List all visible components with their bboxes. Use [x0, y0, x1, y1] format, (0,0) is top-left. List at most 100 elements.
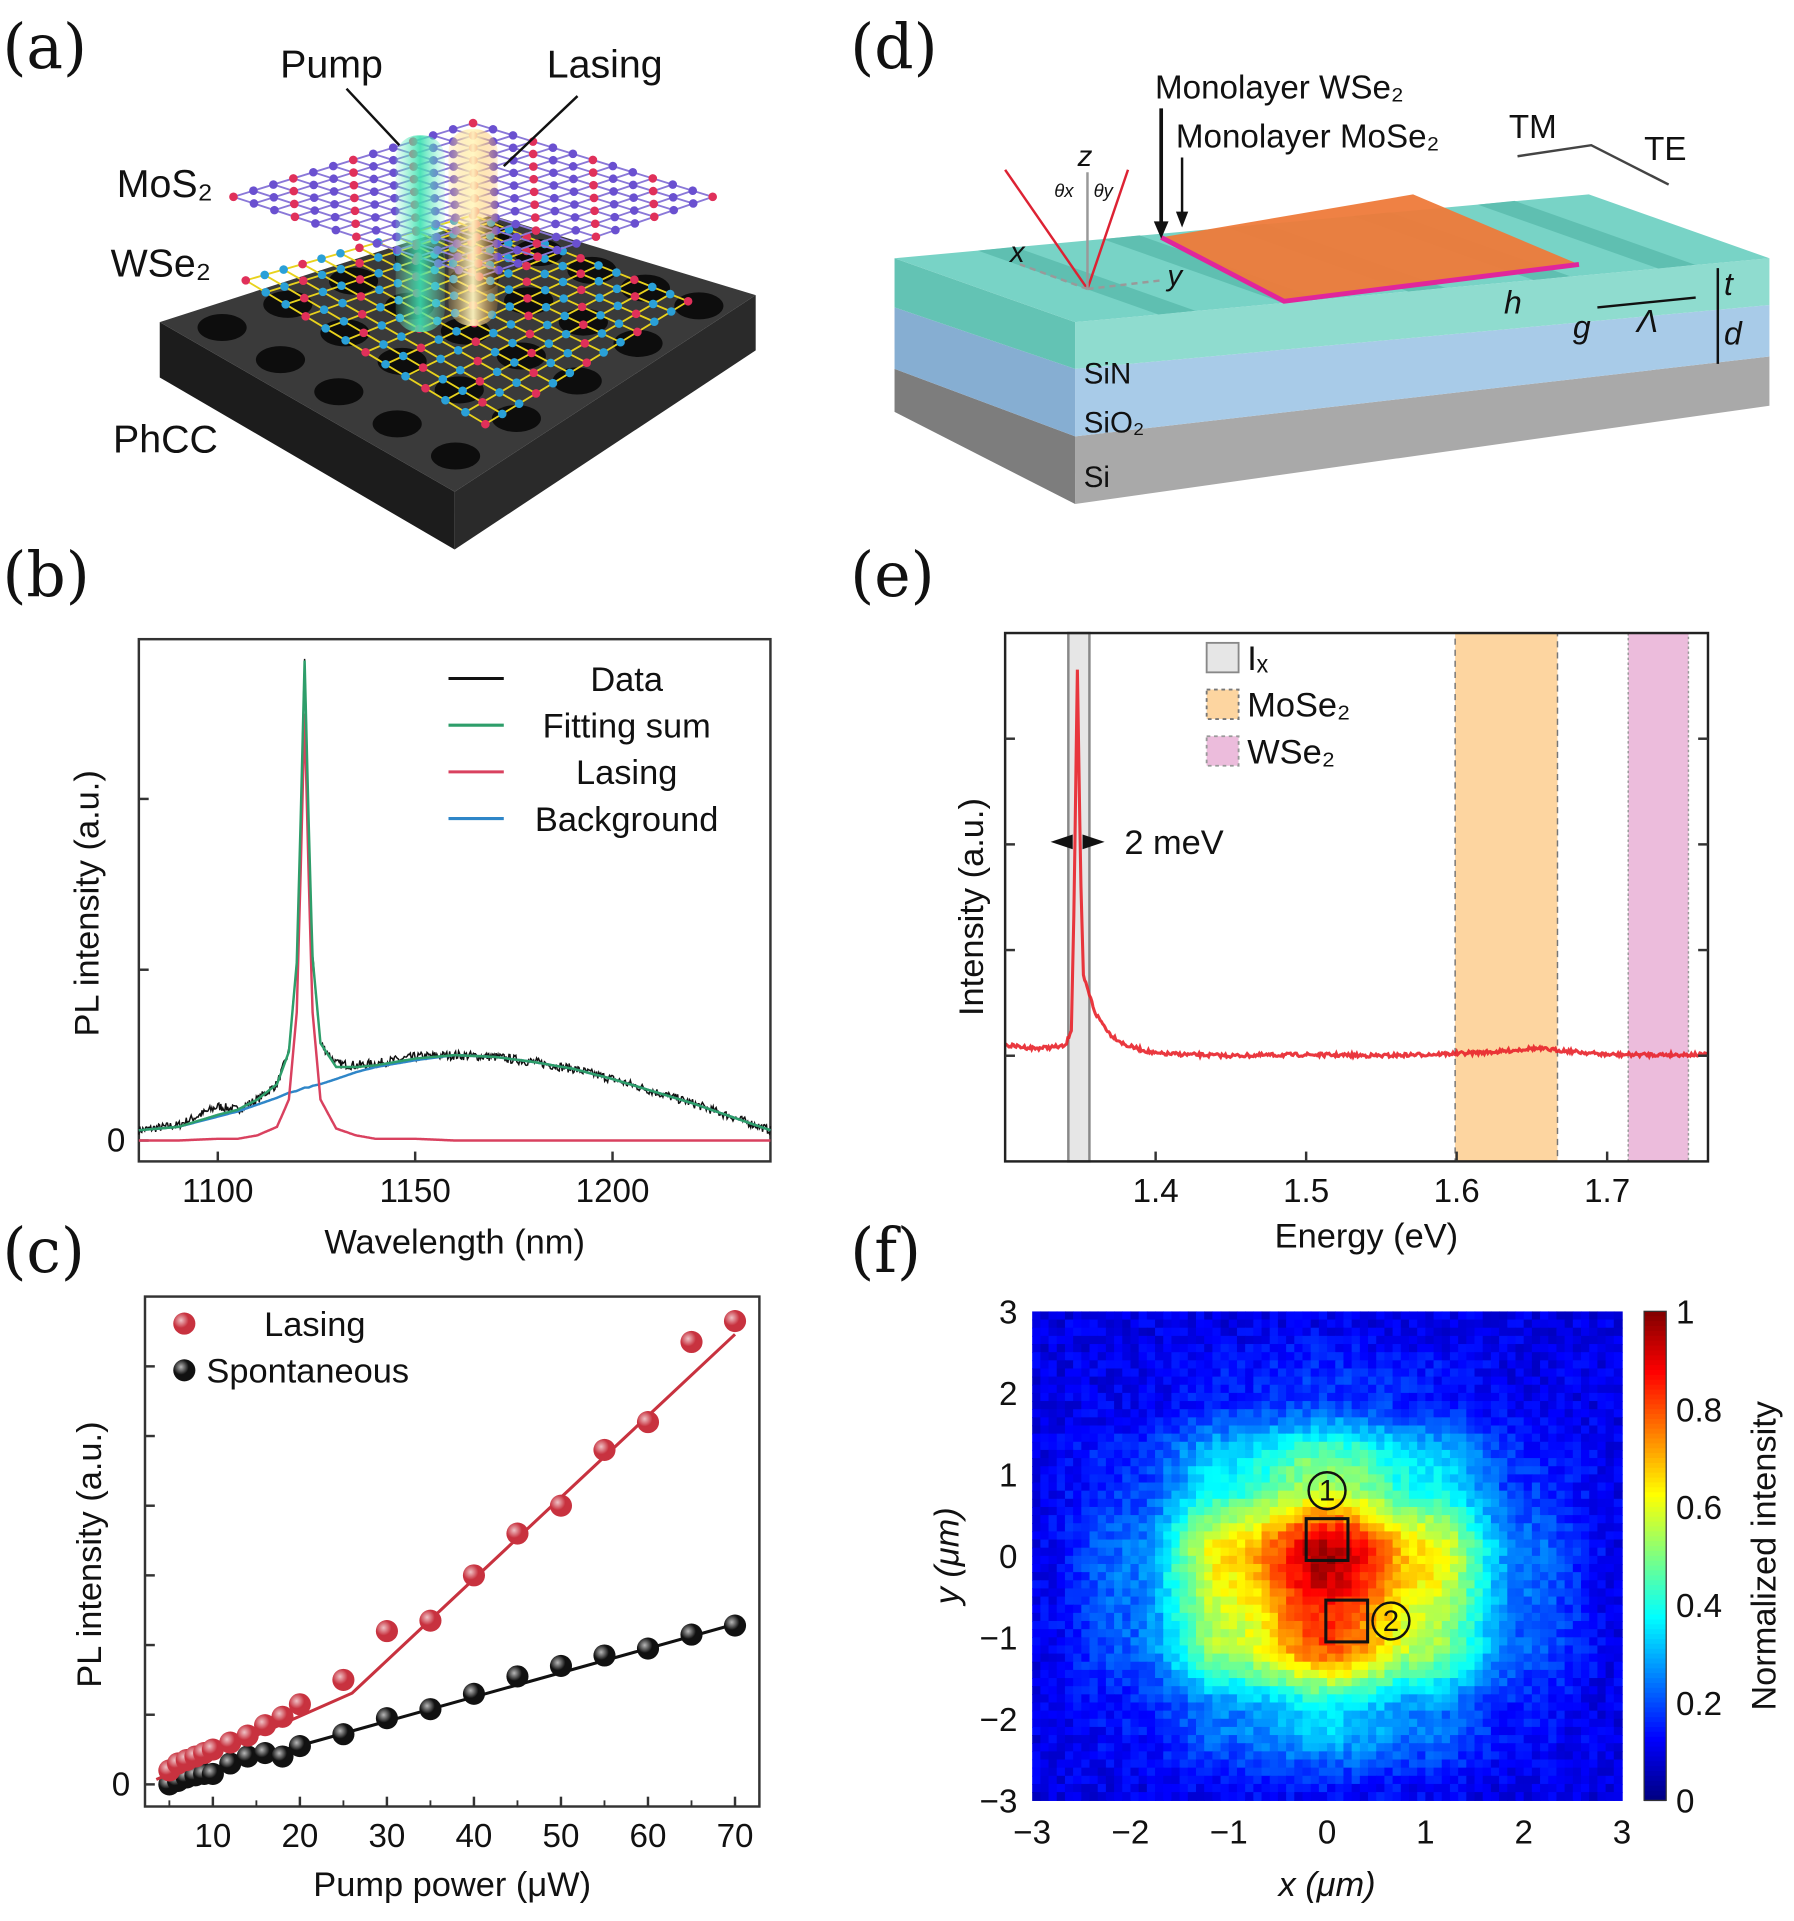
heatmap-cell: [1286, 1637, 1296, 1647]
heatmap-cell: [1048, 1612, 1058, 1622]
heatmap-cell: [1597, 1792, 1607, 1801]
heatmap-cell: [1040, 1629, 1050, 1639]
heatmap-cell: [1531, 1767, 1541, 1777]
sin-layer-front: [1075, 258, 1770, 369]
heatmap-cell: [1195, 1718, 1205, 1728]
heatmap-cell: [1138, 1596, 1148, 1606]
heatmap-cell: [1138, 1474, 1148, 1484]
heatmap-cell: [1425, 1694, 1435, 1704]
heatmap-cell: [1548, 1735, 1558, 1744]
heatmap-cell: [1441, 1425, 1451, 1435]
heatmap-cell: [1589, 1466, 1599, 1476]
heatmap-cell: [1515, 1645, 1525, 1655]
heatmap-cell: [1056, 1482, 1066, 1492]
heatmap-cell: [1458, 1653, 1468, 1663]
heatmap-cell: [1056, 1669, 1066, 1679]
heatmap-cell: [1040, 1482, 1050, 1492]
heatmap-cell: [1376, 1344, 1386, 1353]
heatmap-cell: [1589, 1335, 1599, 1345]
heatmap-cell: [1277, 1433, 1287, 1443]
heatmap-cell: [1277, 1335, 1287, 1345]
heatmap-cell: [1400, 1482, 1410, 1492]
heatmap-cell: [1146, 1555, 1156, 1565]
heatmap-cell: [1597, 1775, 1607, 1785]
atom: [311, 219, 320, 228]
heatmap-cell: [1597, 1735, 1607, 1744]
heatmap-cell: [1040, 1376, 1050, 1386]
heatmap-cell: [1531, 1498, 1541, 1508]
heatmap-cell: [1548, 1751, 1558, 1761]
heatmap-cell: [1048, 1344, 1058, 1353]
heatmap-cell: [1294, 1588, 1304, 1598]
heatmap-cell: [1171, 1539, 1181, 1549]
heatmap-cell: [1564, 1449, 1574, 1459]
heatmap-cell: [1040, 1612, 1050, 1622]
heatmap-cell: [1114, 1490, 1124, 1500]
heatmap-cell: [1523, 1490, 1533, 1500]
heatmap-cell: [1605, 1596, 1615, 1606]
heatmap-cell: [1277, 1735, 1287, 1744]
heatmap-cell: [1458, 1726, 1468, 1736]
heatmap-cell: [1581, 1490, 1590, 1500]
heatmap-cell: [1261, 1474, 1271, 1484]
heatmap-cell: [1089, 1694, 1099, 1704]
heatmap-cell: [1187, 1498, 1197, 1508]
heatmap-cell: [1474, 1669, 1484, 1679]
heatmap-cell: [1564, 1327, 1574, 1337]
heatmap-cell: [1245, 1531, 1255, 1541]
heatmap-cell: [1155, 1327, 1164, 1337]
heatmap-cell: [1187, 1767, 1197, 1777]
heatmap-cell: [1269, 1482, 1279, 1492]
heatmap-cell: [1605, 1449, 1615, 1459]
heatmap-cell: [1056, 1702, 1066, 1712]
atom: [495, 388, 504, 397]
series-line-fitting-sum: [138, 660, 771, 1132]
heatmap-cell: [1236, 1466, 1246, 1476]
heatmap-cell: [1236, 1783, 1246, 1793]
heatmap-cell: [1261, 1335, 1271, 1345]
heatmap-cell: [1122, 1678, 1132, 1687]
heatmap-cell: [1204, 1726, 1214, 1736]
heatmap-cell: [1400, 1506, 1410, 1516]
heatmap-cell: [1351, 1441, 1361, 1451]
heatmap-cell: [1155, 1759, 1164, 1769]
heatmap-cell: [1179, 1409, 1189, 1419]
heatmap-cell: [1433, 1580, 1443, 1590]
heatmap-cell: [1466, 1678, 1476, 1687]
heatmap-cell: [1376, 1458, 1386, 1467]
atom: [597, 329, 607, 338]
heatmap-cell: [1245, 1515, 1255, 1524]
heatmap-cell: [1613, 1678, 1623, 1687]
heatmap-cell: [1564, 1498, 1574, 1508]
heatmap-cell: [1605, 1466, 1615, 1476]
scatter-marks: [155, 1310, 747, 1796]
heatmap-cell: [1286, 1621, 1296, 1630]
heatmap-cell: [1146, 1515, 1156, 1524]
heatmap-cell: [1212, 1327, 1222, 1337]
heatmap-cell: [1368, 1629, 1377, 1639]
heatmap-cell: [1408, 1702, 1418, 1712]
heatmap-cell: [1187, 1759, 1197, 1769]
heatmap-cell: [1253, 1653, 1263, 1663]
heatmap-cell: [1146, 1751, 1156, 1761]
atom: [570, 213, 580, 222]
heatmap-cell: [1245, 1661, 1255, 1671]
data-point-highlight: [506, 1665, 529, 1688]
heatmap-cell: [1302, 1458, 1312, 1467]
heatmap-cell: [1556, 1547, 1566, 1557]
heatmap-cell: [1138, 1637, 1148, 1647]
heatmap-cell: [1187, 1735, 1197, 1744]
heatmap-cell: [1597, 1686, 1607, 1696]
heatmap-cell: [1220, 1661, 1230, 1671]
heatmap-cell: [1327, 1433, 1337, 1443]
heatmap-cell: [1064, 1523, 1074, 1533]
heatmap-cell: [1302, 1792, 1312, 1801]
heatmap-cell: [1163, 1523, 1173, 1533]
heatmap-cell: [1155, 1735, 1164, 1744]
heatmap-cell: [1073, 1621, 1083, 1630]
heatmap-cell: [1466, 1466, 1476, 1476]
heatmap-cell: [1343, 1335, 1353, 1345]
monolayer-mose2-label: Monolayer MoSe₂: [1176, 119, 1440, 156]
heatmap-cell: [1032, 1409, 1042, 1419]
heatmap-cell: [1212, 1702, 1222, 1712]
